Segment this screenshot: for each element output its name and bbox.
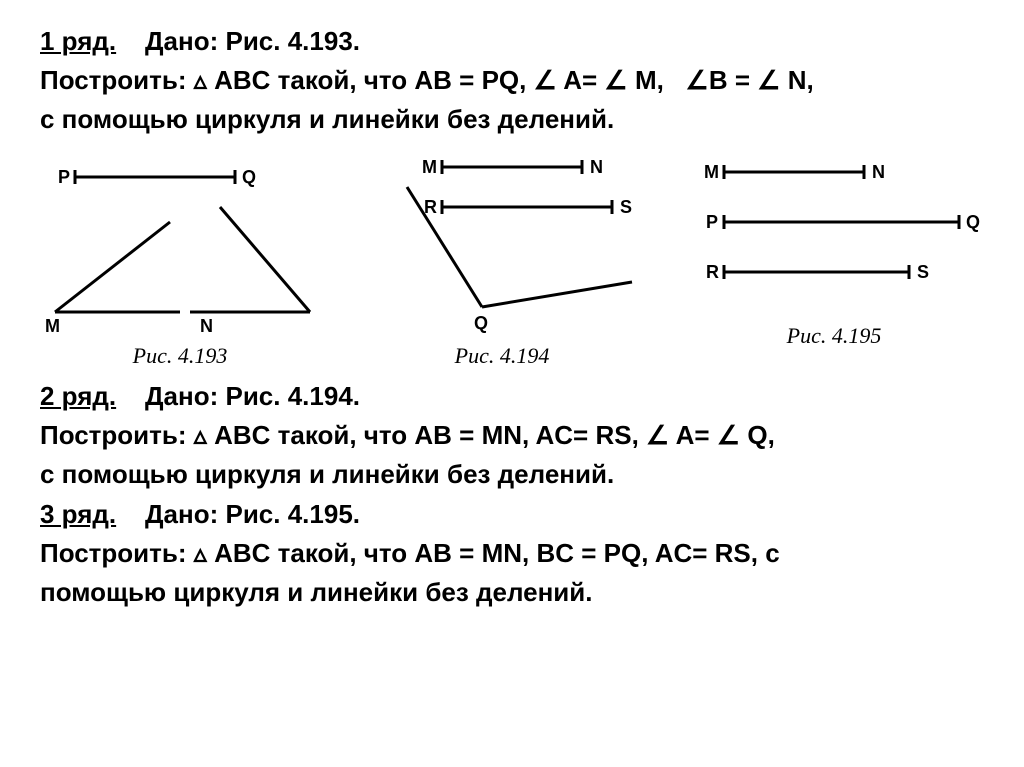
fig195-caption: Рис. 4.195 <box>787 323 882 349</box>
triangle-icon: ▵ <box>194 421 207 450</box>
fig194-caption: Рис. 4.194 <box>455 343 550 369</box>
label-R: R <box>706 262 719 282</box>
label-Q: Q <box>474 313 488 333</box>
row2-given: Дано: Рис. 4.194. <box>145 381 360 411</box>
label-P: P <box>706 212 718 232</box>
row3-given: Дано: Рис. 4.195. <box>145 499 360 529</box>
row2-heading: 2 ряд. <box>40 381 116 411</box>
row1-heading: 1 ряд. <box>40 26 116 56</box>
angle-icon: ∠ <box>757 66 780 95</box>
label-S: S <box>620 197 632 217</box>
row3-line3: помощью циркуля и линейки без делений. <box>40 575 984 610</box>
angle-icon: ∠ <box>534 66 557 95</box>
fig195-svg: M N P Q R S <box>684 147 984 317</box>
row1-given: Дано: Рис. 4.193. <box>145 26 360 56</box>
label-M: M <box>704 162 719 182</box>
row1-line2: Построить: ▵ ABC такой, что AB = PQ, ∠ A… <box>40 63 984 98</box>
label-S: S <box>917 262 929 282</box>
figure-4-195: M N P Q R S Рис. 4.195 <box>684 147 984 349</box>
triangle-icon: ▵ <box>194 539 207 568</box>
angle-icon: ∠ <box>646 421 669 450</box>
row1-line3: с помощью циркуля и линейки без делений. <box>40 102 984 137</box>
label-N: N <box>200 316 213 336</box>
angle-icon: ∠ <box>717 421 740 450</box>
figures-row: P Q M N Рис. 4.193 M N R S <box>40 147 984 369</box>
row2-line3: с помощью циркуля и линейки без делений. <box>40 457 984 492</box>
label-Q: Q <box>242 167 256 187</box>
label-Q: Q <box>966 212 980 232</box>
triangle-icon: ▵ <box>194 66 207 95</box>
angle-icon: ∠ <box>604 66 627 95</box>
label-P: P <box>58 167 70 187</box>
label-R: R <box>424 197 437 217</box>
row2-line1: 2 ряд. Дано: Рис. 4.194. <box>40 379 984 414</box>
row3-line2: Построить: ▵ ABC такой, что AB = MN, BC … <box>40 536 984 571</box>
label-M: M <box>45 316 60 336</box>
label-N: N <box>872 162 885 182</box>
fig193-svg: P Q M N <box>40 147 320 337</box>
figure-4-193: P Q M N Рис. 4.193 <box>40 147 320 369</box>
label-N: N <box>590 157 603 177</box>
row2-line2: Построить: ▵ ABC такой, что AB = MN, AC=… <box>40 418 984 453</box>
figure-4-194: M N R S Q Рис. 4.194 <box>352 147 652 369</box>
row3-heading: 3 ряд. <box>40 499 116 529</box>
angle-icon: ∠ <box>686 66 709 95</box>
row3-line1: 3 ряд. Дано: Рис. 4.195. <box>40 497 984 532</box>
label-M: M <box>422 157 437 177</box>
fig194-svg: M N R S Q <box>352 147 652 337</box>
fig193-caption: Рис. 4.193 <box>133 343 228 369</box>
row1-line1: 1 ряд. Дано: Рис. 4.193. <box>40 24 984 59</box>
